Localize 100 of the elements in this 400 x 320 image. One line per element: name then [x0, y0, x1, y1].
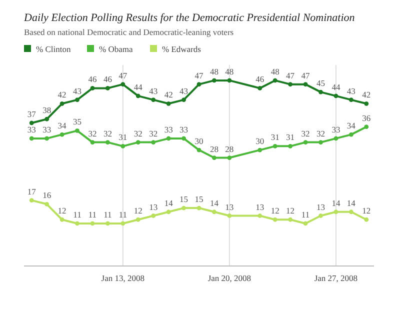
data-label: 11	[301, 209, 310, 220]
point	[136, 140, 140, 145]
data-label: 13	[225, 202, 234, 212]
point	[182, 98, 186, 102]
point	[44, 202, 50, 206]
data-label: 44	[332, 82, 341, 92]
point	[227, 214, 232, 218]
point	[60, 101, 64, 106]
data-label: 34	[58, 120, 68, 131]
point	[182, 136, 186, 141]
data-label: 32	[103, 128, 112, 138]
data-label: 48	[210, 66, 218, 76]
x-tick-label: Jan 20, 2008	[208, 273, 252, 283]
data-label: 47	[301, 70, 310, 80]
point	[120, 221, 126, 226]
data-label: 36	[362, 112, 371, 123]
data-label: 46	[256, 74, 264, 84]
point	[288, 217, 293, 222]
data-label: 12	[362, 206, 371, 216]
data-label: 42	[164, 90, 173, 100]
point	[258, 86, 262, 90]
data-label: 12	[58, 206, 66, 216]
point	[364, 217, 369, 222]
point	[348, 132, 354, 137]
point	[364, 124, 369, 130]
data-label: 15	[180, 194, 188, 204]
point	[196, 82, 202, 87]
data-label: 44	[134, 82, 144, 92]
point	[364, 101, 369, 106]
point	[318, 140, 323, 145]
data-label: 31	[118, 132, 128, 142]
data-label: 32	[88, 128, 97, 138]
data-label: 13	[316, 202, 325, 212]
data-label: 16	[42, 190, 52, 200]
x-tick-label: Jan 13, 2008	[101, 273, 145, 283]
point	[212, 156, 216, 160]
point	[166, 136, 171, 141]
point	[44, 116, 50, 122]
point	[166, 210, 171, 214]
data-label: 31	[270, 132, 280, 142]
point	[120, 82, 126, 87]
data-label: 12	[134, 206, 142, 216]
data-label: 33	[180, 124, 188, 134]
legend-label: % Edwards	[162, 44, 201, 54]
data-label: 11	[118, 209, 128, 220]
point	[227, 78, 232, 83]
point	[348, 98, 354, 102]
point	[136, 94, 140, 98]
point	[196, 148, 202, 152]
data-label: 33	[332, 124, 340, 134]
point	[196, 206, 202, 210]
data-label: 33	[27, 124, 36, 134]
data-label: 15	[194, 194, 204, 204]
point	[44, 136, 50, 141]
data-label: 35	[73, 116, 82, 127]
point	[29, 120, 34, 126]
point	[90, 221, 95, 226]
point	[90, 140, 95, 145]
point	[334, 94, 338, 98]
legend-label: % Clinton	[36, 44, 72, 54]
point	[105, 140, 110, 145]
data-label: 30	[194, 136, 204, 146]
point	[75, 221, 80, 226]
point	[120, 144, 126, 148]
point	[105, 221, 110, 226]
data-label: 13	[149, 202, 158, 212]
point	[60, 217, 64, 222]
point	[212, 78, 216, 83]
point	[227, 156, 232, 160]
point	[29, 136, 34, 141]
data-label: 28	[210, 144, 218, 154]
chart-subtitle: Based on national Democratic and Democratic-leaning voters	[24, 27, 234, 37]
data-label: 13	[256, 202, 264, 212]
point	[60, 132, 64, 137]
data-label: 43	[73, 86, 82, 96]
data-label: 46	[88, 74, 97, 84]
data-label: 31	[286, 132, 295, 142]
data-label: 46	[103, 74, 112, 84]
point	[272, 217, 278, 222]
point	[166, 101, 171, 106]
data-label: 11	[104, 209, 112, 220]
chart-title: Daily Election Polling Results for the Democratic Presidential Nomination	[23, 12, 356, 24]
data-label: 38	[42, 105, 52, 116]
data-label: 43	[149, 86, 158, 96]
point	[334, 136, 338, 141]
data-label: 48	[270, 66, 280, 76]
data-label: 42	[362, 90, 371, 100]
point	[272, 78, 278, 83]
data-label: 33	[164, 124, 173, 134]
point	[318, 90, 323, 94]
data-label: 32	[149, 128, 158, 138]
point	[258, 148, 262, 152]
point	[212, 210, 216, 214]
point	[288, 82, 293, 87]
data-label: 43	[346, 86, 356, 96]
data-label: 32	[134, 128, 142, 138]
point	[29, 198, 34, 202]
data-label: 42	[58, 90, 66, 100]
point	[151, 140, 156, 145]
data-label: 32	[301, 128, 310, 138]
